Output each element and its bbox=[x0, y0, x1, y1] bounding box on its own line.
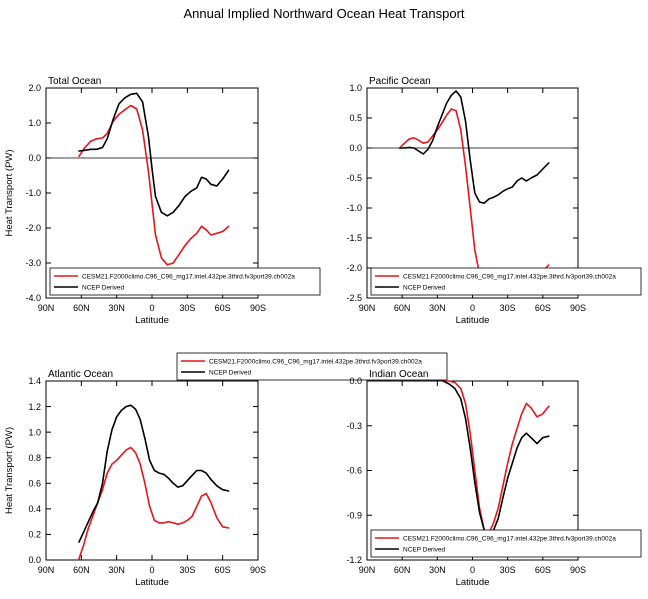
atlantic-ocean-series-model-line bbox=[78, 446, 230, 560]
pacific-ocean-legend: CESM21.F2000climo.C96_C96_mg17.intel.432… bbox=[370, 267, 642, 296]
atlantic-ocean-series-ncep-line bbox=[78, 404, 230, 543]
pacific-ocean-series-model-line bbox=[399, 108, 550, 290]
atlantic-ocean-xtick-label: 30N bbox=[108, 565, 125, 575]
total-ocean-ytick-label: -3.0 bbox=[25, 258, 41, 268]
atlantic-ocean-ytick-label: 0.6 bbox=[28, 478, 41, 488]
pacific-ocean-legend-label: NCEP Derived bbox=[403, 284, 446, 291]
atlantic-ocean-panel: Atlantic Ocean 0.0 0.2 0.4 0.6 0.8 1.0 1.2 1.4 90… bbox=[4, 369, 266, 588]
total-ocean-plot-frame bbox=[45, 87, 259, 299]
pacific-ocean-xlabel: Latitude bbox=[456, 315, 490, 326]
total-ocean-xtick-label: 90S bbox=[250, 303, 266, 313]
atlantic-ocean-legend-label: NCEP Derived bbox=[209, 369, 252, 376]
total-ocean-title: Total Ocean bbox=[48, 76, 101, 87]
pacific-ocean-xtick-label: 30S bbox=[500, 303, 516, 313]
pacific-ocean-xtick-label: 30N bbox=[429, 303, 446, 313]
indian-ocean-xtick-label: 0 bbox=[470, 565, 475, 575]
pacific-ocean-ytick-label: 1.0 bbox=[349, 83, 362, 93]
total-ocean-xtick-label: 60S bbox=[215, 303, 231, 313]
indian-ocean-ytick-label: -0.3 bbox=[346, 421, 362, 431]
atlantic-ocean-ytick-label: 1.4 bbox=[28, 376, 41, 386]
indian-ocean-ytick-label: -0.6 bbox=[346, 466, 362, 476]
total-ocean-legend-label: CESM21.F2000climo.C96_C96_mg17.intel.432… bbox=[82, 273, 295, 280]
atlantic-ocean-ytick-label: 0.0 bbox=[28, 555, 41, 565]
total-ocean-series-model-line bbox=[78, 104, 230, 266]
total-ocean-xtick-label: 0 bbox=[149, 303, 154, 313]
atlantic-ocean-ytick-label: 1.2 bbox=[28, 402, 41, 412]
pacific-ocean-ytick-label: 0.0 bbox=[349, 143, 362, 153]
indian-ocean-xtick-label: 60S bbox=[535, 565, 551, 575]
indian-ocean-ytick-label: -0.9 bbox=[346, 510, 362, 520]
indian-ocean-ytick-label: -1.2 bbox=[346, 555, 362, 565]
total-ocean-ytick-label: 1.0 bbox=[28, 118, 41, 128]
pacific-ocean-ytick-label: 0.5 bbox=[349, 113, 362, 123]
pacific-ocean-xtick-label: 60N bbox=[394, 303, 411, 313]
indian-ocean-legend-label: CESM21.F2000climo.C96_C96_mg17.intel.432… bbox=[403, 535, 616, 542]
total-ocean-xtick-label: 30S bbox=[179, 303, 195, 313]
atlantic-ocean-xtick-label: 60S bbox=[215, 565, 231, 575]
pacific-ocean-series-ncep-line bbox=[399, 90, 550, 204]
total-ocean-legend-label: NCEP Derived bbox=[82, 284, 125, 291]
total-ocean-xtick-label: 30N bbox=[108, 303, 125, 313]
atlantic-ocean-title: Atlantic Ocean bbox=[48, 369, 113, 380]
atlantic-ocean-ytick-label: 0.2 bbox=[28, 530, 41, 540]
figure-title: Annual Implied Northward Ocean Heat Tran… bbox=[183, 6, 464, 21]
atlantic-ocean-legend-label: CESM21.F2000climo.C96_C96_mg17.intel.432… bbox=[209, 358, 422, 365]
total-ocean-xlabel: Latitude bbox=[135, 315, 169, 326]
pacific-ocean-panel: Pacific Ocean -2.5 -2.0 -1.5 -1.0 -0.5 0.0 0.5 1… bbox=[346, 76, 586, 326]
indian-ocean-legend: CESM21.F2000climo.C96_C96_mg17.intel.432… bbox=[370, 529, 642, 558]
indian-ocean-series-ncep-line bbox=[442, 380, 550, 536]
pacific-ocean-title: Pacific Ocean bbox=[369, 76, 431, 87]
indian-ocean-xtick-label: 60N bbox=[394, 565, 411, 575]
pacific-ocean-legend-box bbox=[370, 267, 642, 296]
indian-ocean-legend-label: NCEP Derived bbox=[403, 546, 446, 553]
total-ocean-ytick-label: -1.0 bbox=[25, 188, 41, 198]
indian-ocean-xtick-label: 30S bbox=[500, 565, 516, 575]
atlantic-ocean-ytick-label: 0.8 bbox=[28, 453, 41, 463]
total-ocean-ytick-label: -2.0 bbox=[25, 223, 41, 233]
indian-ocean-title: Indian Ocean bbox=[369, 369, 429, 380]
total-ocean-legend-box bbox=[49, 267, 321, 296]
total-ocean-series-ncep-line bbox=[78, 92, 230, 217]
pacific-ocean-xtick-label: 90S bbox=[570, 303, 586, 313]
pacific-ocean-xtick-label: 90N bbox=[359, 303, 376, 313]
pacific-ocean-ytick-label: -1.5 bbox=[346, 233, 362, 243]
indian-ocean-ytick-label: 0.0 bbox=[349, 376, 362, 386]
indian-ocean-legend-box bbox=[370, 529, 642, 558]
pacific-ocean-ytick-label: -2.0 bbox=[346, 263, 362, 273]
atlantic-ocean-plot-frame bbox=[45, 380, 259, 561]
atlantic-ocean-xtick-label: 90S bbox=[250, 565, 266, 575]
atlantic-ocean-xlabel: Latitude bbox=[135, 577, 169, 588]
pacific-ocean-ytick-label: -0.5 bbox=[346, 173, 362, 183]
total-ocean-ytick-label: 2.0 bbox=[28, 83, 41, 93]
total-ocean-legend: CESM21.F2000climo.C96_C96_mg17.intel.432… bbox=[49, 267, 321, 296]
total-ocean-panel: Total Ocean -4.0 -3.0 -2.0 -1.0 0.0 1.0 2.0 90N 6… bbox=[4, 76, 266, 326]
pacific-ocean-legend-label: CESM21.F2000climo.C96_C96_mg17.intel.432… bbox=[403, 273, 616, 280]
atlantic-ocean-xtick-label: 90N bbox=[38, 565, 55, 575]
atlantic-ocean-ytick-label: 1.0 bbox=[28, 427, 41, 437]
indian-ocean-xtick-label: 30N bbox=[429, 565, 446, 575]
indian-ocean-series-model-line bbox=[442, 380, 550, 534]
indian-ocean-xtick-label: 90S bbox=[570, 565, 586, 575]
total-ocean-xtick-label: 90N bbox=[38, 303, 55, 313]
atlantic-ocean-legend-box bbox=[176, 352, 448, 381]
atlantic-ocean-xtick-label: 0 bbox=[149, 565, 154, 575]
atlantic-ocean-ytick-label: 0.4 bbox=[28, 504, 41, 514]
indian-ocean-xtick-label: 90N bbox=[359, 565, 376, 575]
total-ocean-ylabel: Heat Transport (PW) bbox=[4, 149, 15, 236]
atlantic-ocean-xtick-label: 30S bbox=[179, 565, 195, 575]
total-ocean-xtick-label: 60N bbox=[73, 303, 90, 313]
atlantic-ocean-legend: CESM21.F2000climo.C96_C96_mg17.intel.432… bbox=[176, 352, 448, 381]
pacific-ocean-ytick-label: -2.5 bbox=[346, 293, 362, 303]
pacific-ocean-xtick-label: 60S bbox=[535, 303, 551, 313]
indian-ocean-xlabel: Latitude bbox=[456, 577, 490, 588]
atlantic-ocean-xtick-label: 60N bbox=[73, 565, 90, 575]
total-ocean-ytick-label: 0.0 bbox=[28, 153, 41, 163]
pacific-ocean-ytick-label: -1.0 bbox=[346, 203, 362, 213]
pacific-ocean-xtick-label: 0 bbox=[470, 303, 475, 313]
total-ocean-ytick-label: -4.0 bbox=[25, 293, 41, 303]
atlantic-ocean-ylabel: Heat Transport (PW) bbox=[4, 427, 15, 514]
